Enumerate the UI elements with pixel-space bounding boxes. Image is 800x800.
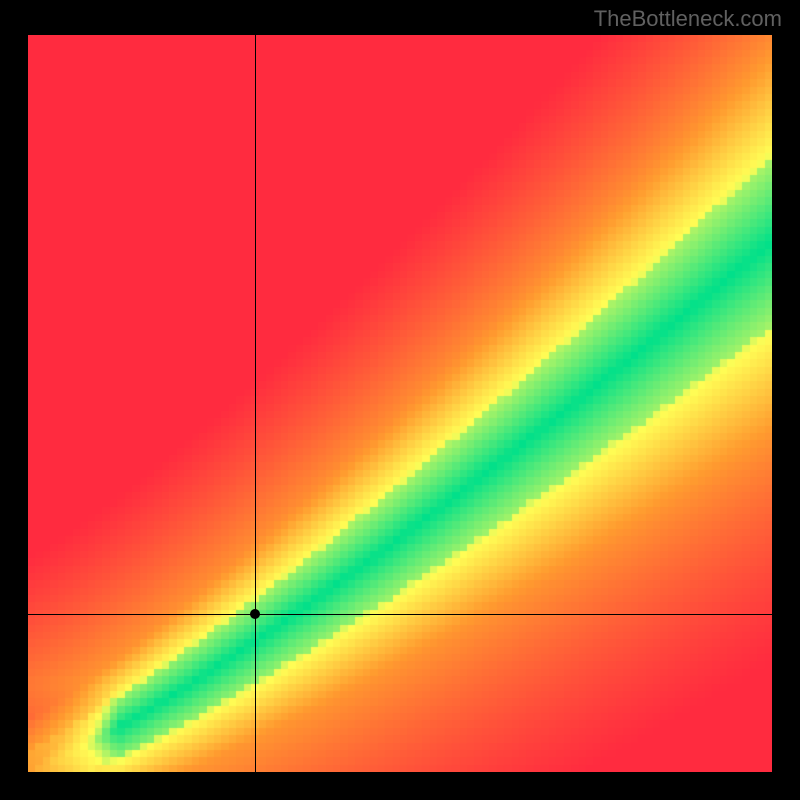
- plot-area: [28, 35, 772, 772]
- crosshair-horizontal: [28, 614, 772, 615]
- heatmap-canvas: [28, 35, 772, 772]
- crosshair-marker: [250, 609, 260, 619]
- watermark-text: TheBottleneck.com: [594, 6, 782, 32]
- crosshair-vertical: [255, 35, 256, 772]
